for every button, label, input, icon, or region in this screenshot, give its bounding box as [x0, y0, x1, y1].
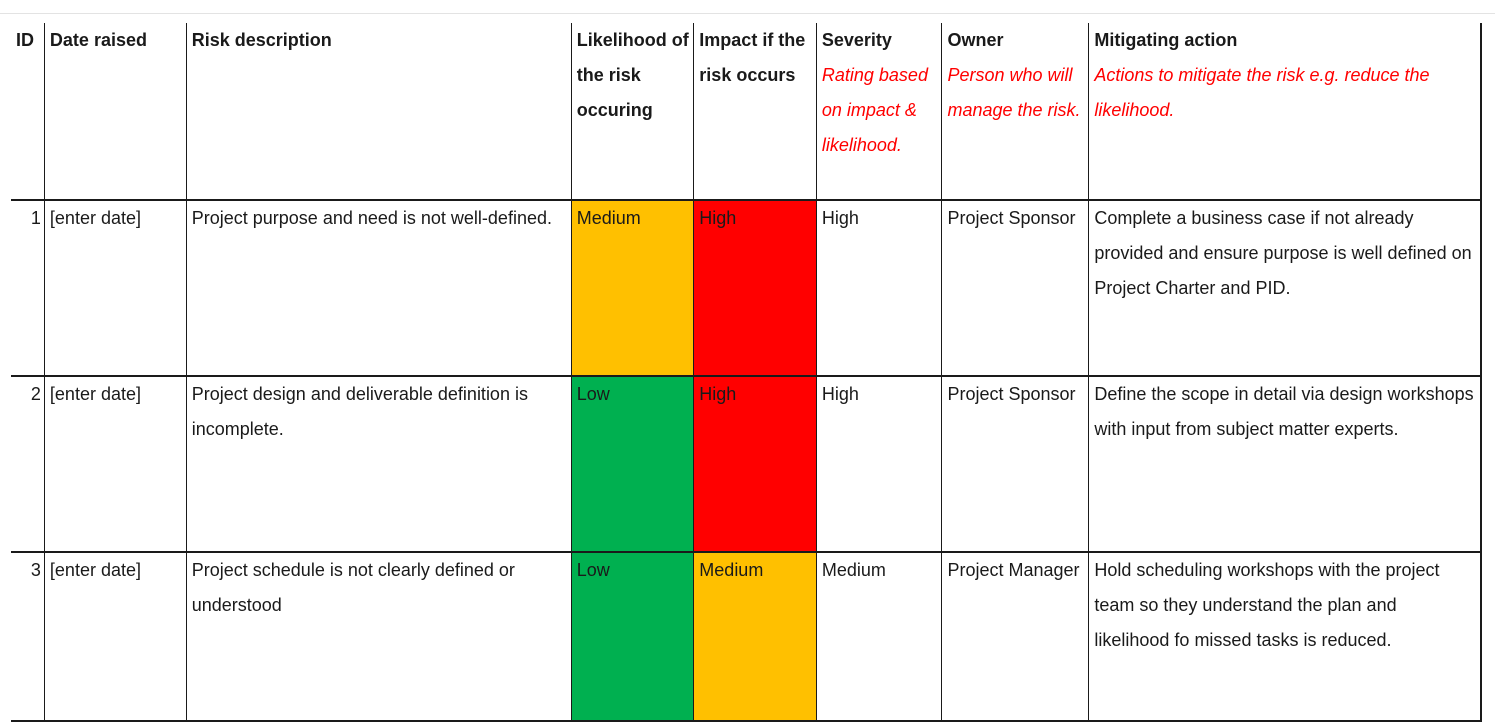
- cell-id[interactable]: 1: [11, 200, 45, 377]
- cell-risk-description[interactable]: Project design and deliverable definitio…: [186, 376, 572, 553]
- top-divider: [0, 13, 1495, 14]
- cell-likelihood[interactable]: Medium: [571, 200, 695, 377]
- cell-impact[interactable]: Medium: [693, 552, 817, 722]
- table-row: 2 [enter date] Project design and delive…: [11, 376, 1483, 553]
- cell-date-raised[interactable]: [enter date]: [44, 552, 187, 722]
- cell-likelihood[interactable]: Low: [571, 376, 695, 553]
- col-header-risk-description: Risk description: [186, 23, 572, 201]
- col-header-owner: Owner Person who will manage the risk.: [941, 23, 1090, 201]
- risk-register-table: ID Date raised Risk description Likeliho…: [11, 23, 1483, 722]
- col-header-likelihood: Likelihood of the risk occuring: [571, 23, 695, 201]
- col-header-mitigating-action: Mitigating action Actions to mitigate th…: [1088, 23, 1483, 201]
- col-title: Date raised: [49, 30, 147, 50]
- col-title: ID: [16, 30, 34, 50]
- cell-date-raised[interactable]: [enter date]: [44, 376, 187, 553]
- col-header-impact: Impact if the risk occurs: [693, 23, 817, 201]
- risk-register-sheet: ID Date raised Risk description Likeliho…: [11, 23, 1486, 722]
- cell-id[interactable]: 2: [11, 376, 45, 553]
- cell-owner[interactable]: Project Sponsor: [941, 200, 1090, 377]
- col-header-id: ID: [11, 23, 45, 201]
- cell-owner[interactable]: Project Sponsor: [941, 376, 1090, 553]
- cell-mitigating-action[interactable]: Complete a business case if not already …: [1088, 200, 1483, 377]
- cell-id[interactable]: 3: [11, 552, 45, 722]
- cell-risk-description[interactable]: Project purpose and need is not well-def…: [186, 200, 572, 377]
- cell-severity[interactable]: High: [816, 200, 943, 377]
- cell-severity[interactable]: Medium: [816, 552, 943, 722]
- cell-impact[interactable]: High: [693, 376, 817, 553]
- col-title: Likelihood of the risk occuring: [576, 30, 689, 120]
- col-title: Severity: [821, 30, 892, 50]
- cell-impact[interactable]: High: [693, 200, 817, 377]
- cell-owner[interactable]: Project Manager: [941, 552, 1090, 722]
- cell-severity[interactable]: High: [816, 376, 943, 553]
- cell-date-raised[interactable]: [enter date]: [44, 200, 187, 377]
- cell-risk-description[interactable]: Project schedule is not clearly defined …: [186, 552, 572, 722]
- col-title: Risk description: [191, 30, 332, 50]
- cell-mitigating-action[interactable]: Define the scope in detail via design wo…: [1088, 376, 1483, 553]
- cell-mitigating-action[interactable]: Hold scheduling workshops with the proje…: [1088, 552, 1483, 722]
- col-header-severity: Severity Rating based on impact & likeli…: [816, 23, 943, 201]
- col-title: Mitigating action: [1094, 30, 1238, 50]
- table-row: 1 [enter date] Project purpose and need …: [11, 200, 1483, 377]
- col-header-date-raised: Date raised: [44, 23, 187, 201]
- col-note: Person who will manage the risk.: [947, 65, 1081, 120]
- header-row: ID Date raised Risk description Likeliho…: [11, 23, 1483, 201]
- table-row: 3 [enter date] Project schedule is not c…: [11, 552, 1483, 722]
- col-note: Rating based on impact & likelihood.: [821, 65, 928, 155]
- col-title: Impact if the risk occurs: [699, 30, 806, 85]
- col-note: Actions to mitigate the risk e.g. reduce…: [1094, 65, 1430, 120]
- cell-likelihood[interactable]: Low: [571, 552, 695, 722]
- col-title: Owner: [947, 30, 1004, 50]
